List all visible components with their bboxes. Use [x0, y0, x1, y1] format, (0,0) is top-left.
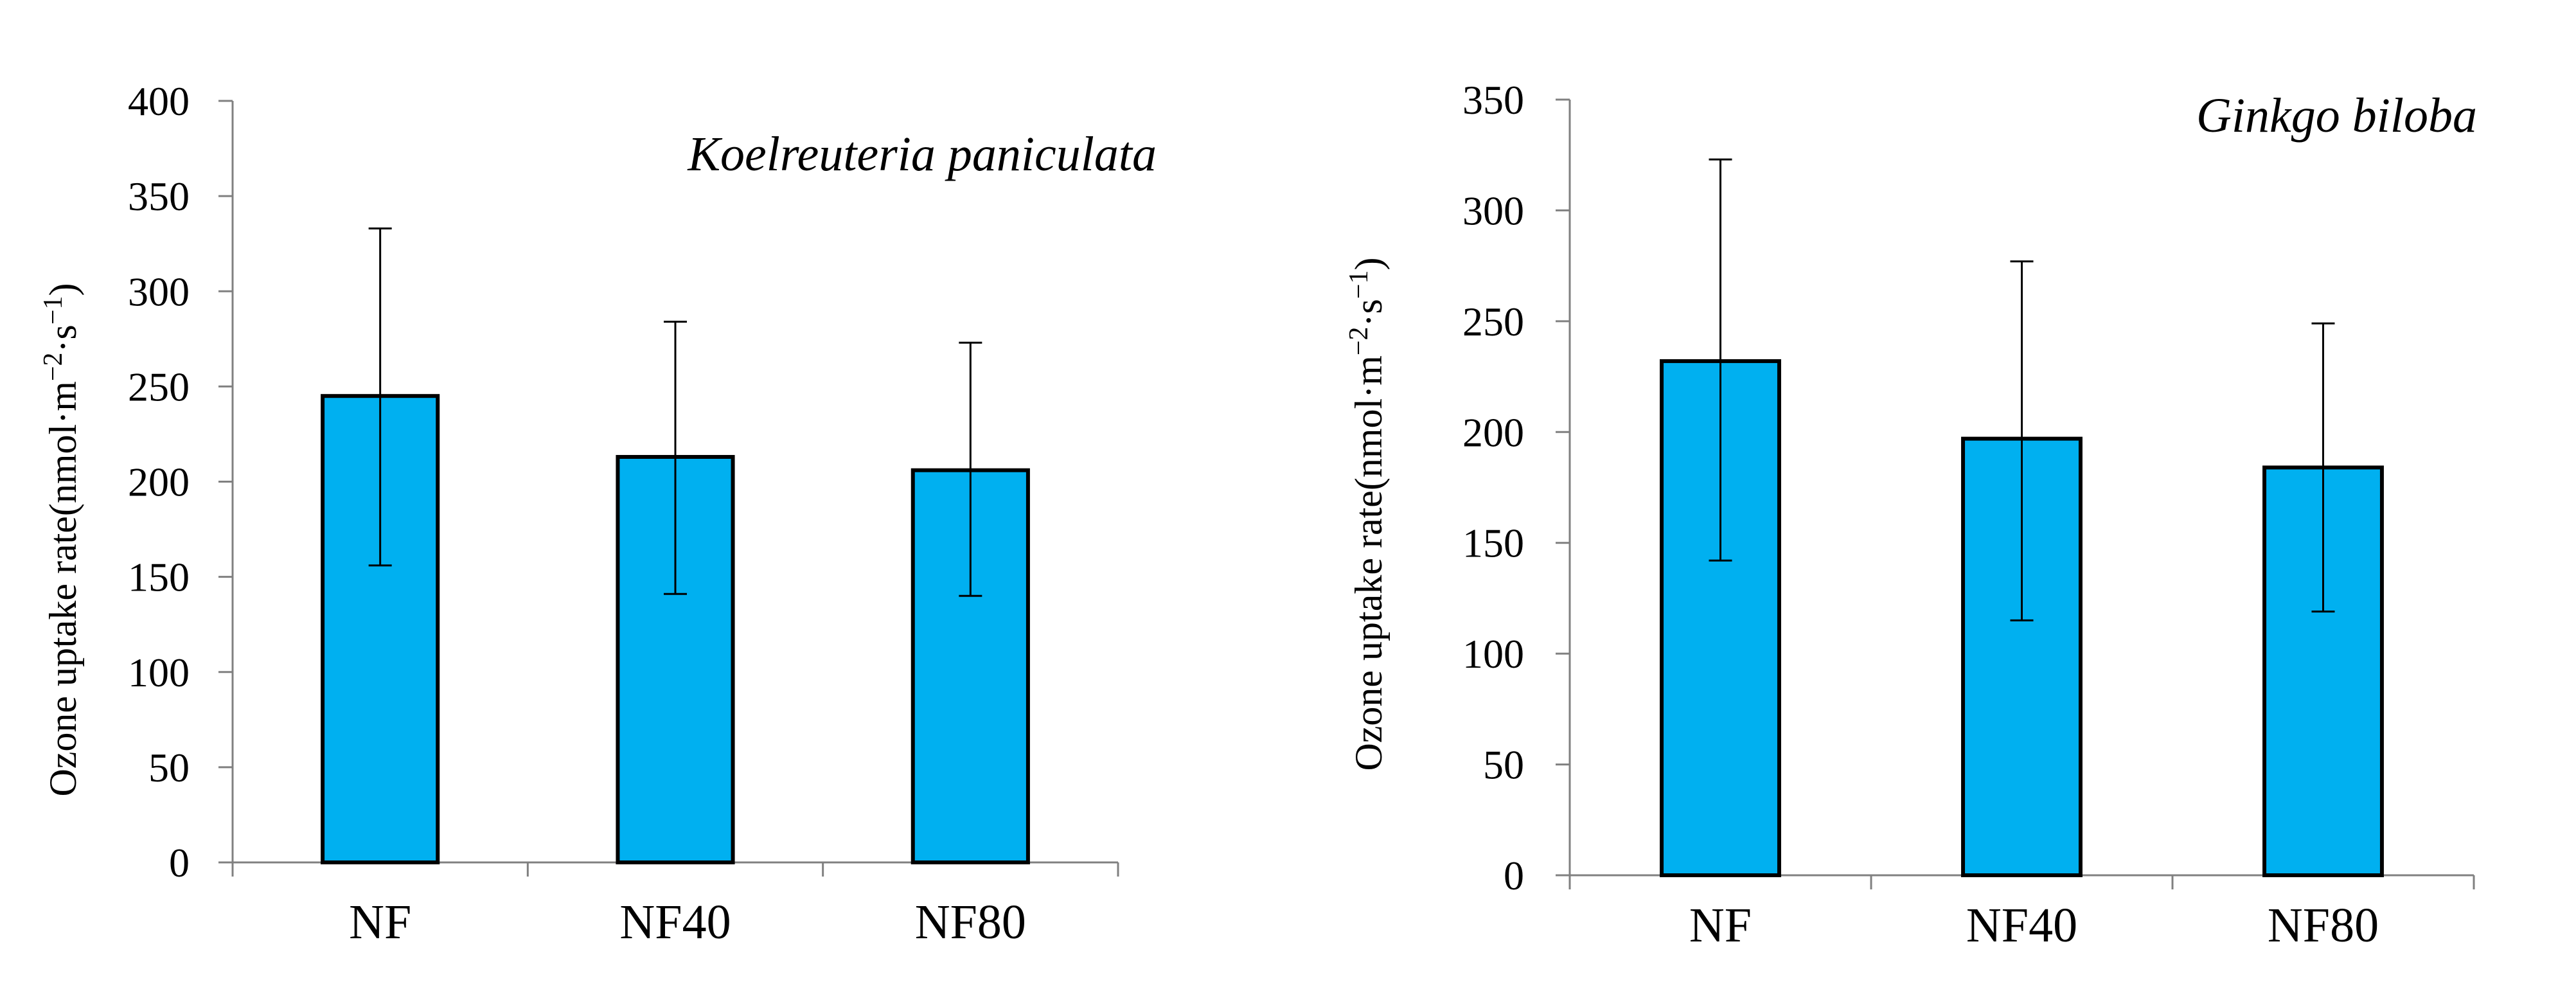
error-bar-nf: [368, 227, 392, 567]
y-tick-label: 400: [128, 78, 190, 124]
chart-title: Koelreuteria paniculata: [687, 127, 1157, 181]
y-tick-label: 350: [128, 174, 190, 219]
x-tick-label: NF80: [2268, 898, 2379, 952]
y-axis-label: Ozone uptake rate(nmol·m−2·s−1): [1344, 257, 1390, 771]
plot-area: 0 50 100 150 200 250 300 350 NF NF40 NF80: [1462, 77, 2475, 952]
x-tick-label: NF: [1689, 898, 1752, 952]
y-tick-label: 150: [1462, 521, 1524, 566]
chart-title: Ginkgo biloba: [2196, 89, 2477, 143]
y-tick-label: 250: [128, 364, 190, 409]
y-tick-label: 0: [1504, 853, 1524, 898]
chart-ginkgo: Ginkgo biloba Ozone uptake rate(nmol·m−2…: [1344, 77, 2477, 952]
y-tick-label: 100: [1462, 631, 1524, 677]
y-tick-label: 0: [169, 840, 190, 886]
x-tick-label: NF: [349, 895, 411, 949]
x-tick-label: NF80: [915, 895, 1026, 949]
error-bar-nf80: [959, 341, 982, 597]
y-axis-label: Ozone uptake rate(nmol·m−2·s−1): [39, 283, 84, 796]
y-tick-label: 300: [1462, 188, 1524, 233]
y-tick-label: 200: [128, 459, 190, 505]
y-tick-label: 350: [1462, 77, 1524, 123]
y-tick-label: 150: [128, 555, 190, 600]
y-tick-label: 50: [148, 745, 190, 790]
error-bar-nf80: [2311, 322, 2335, 613]
y-tick-label: 250: [1462, 299, 1524, 344]
y-tick-label: 300: [128, 269, 190, 314]
y-tick-label: 100: [128, 650, 190, 695]
y-tick-label: 200: [1462, 409, 1524, 455]
x-tick-label: NF40: [1966, 898, 2077, 952]
x-tick-label: NF40: [619, 895, 731, 949]
chart-koelreuteria: Koelreuteria paniculata Ozone uptake rat…: [39, 78, 1157, 949]
error-bar-nf40: [664, 321, 687, 595]
error-bar-nf40: [2010, 260, 2034, 621]
error-bar-nf: [1709, 158, 1732, 562]
y-tick-label: 50: [1483, 742, 1524, 788]
plot-area: 0 50 100 150 200 250 300 350 400 NF NF40 NF80: [128, 78, 1119, 949]
